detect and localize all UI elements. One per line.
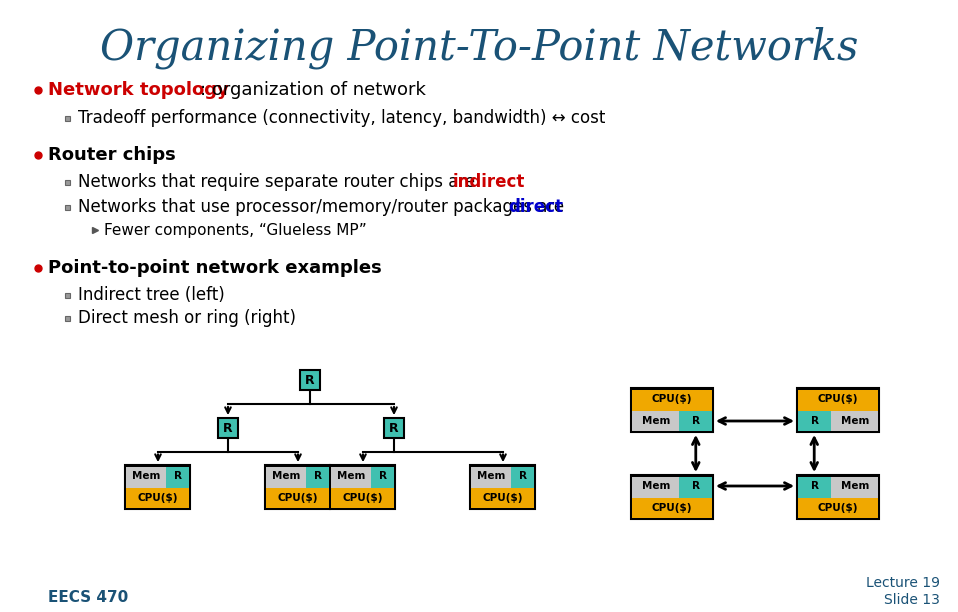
Bar (265, 465, 331, 509)
Bar (832, 411, 878, 431)
Text: R: R (223, 422, 233, 435)
Bar (632, 477, 678, 498)
Text: Indirect tree (left): Indirect tree (left) (78, 286, 225, 304)
Text: R: R (174, 471, 182, 481)
Text: Networks that use processor/memory/router packages are: Networks that use processor/memory/route… (78, 198, 569, 216)
Text: Organizing Point-To-Point Networks: Organizing Point-To-Point Networks (100, 27, 858, 69)
Bar (798, 477, 832, 498)
Text: CPU($): CPU($) (651, 394, 693, 404)
Bar (266, 467, 306, 488)
Text: Tradeoff performance (connectivity, latency, bandwidth) ↔ cost: Tradeoff performance (connectivity, late… (78, 109, 605, 127)
Bar (471, 488, 535, 508)
Text: Networks that require separate router chips are: Networks that require separate router ch… (78, 173, 480, 191)
Bar (331, 467, 371, 488)
Bar (125, 465, 191, 509)
Text: Mem: Mem (642, 416, 670, 426)
Text: R: R (379, 471, 387, 481)
Bar (65, 204, 71, 209)
Bar (331, 465, 396, 509)
Text: CPU($): CPU($) (278, 493, 318, 503)
Bar (631, 475, 713, 519)
Text: direct: direct (508, 198, 563, 216)
Bar (331, 488, 395, 508)
Text: R: R (692, 481, 699, 491)
Text: : organization of network: : organization of network (200, 81, 426, 99)
Text: Mem: Mem (841, 481, 870, 491)
Bar (266, 488, 330, 508)
Text: CPU($): CPU($) (343, 493, 383, 503)
Bar (797, 388, 879, 432)
Text: Lecture 19: Lecture 19 (866, 576, 940, 590)
Text: EECS 470: EECS 470 (48, 589, 128, 605)
Text: Mem: Mem (477, 471, 506, 481)
Text: R: R (519, 471, 527, 481)
Bar (471, 467, 511, 488)
Bar (798, 390, 878, 411)
Bar (632, 411, 678, 431)
Bar (65, 293, 71, 297)
Bar (678, 477, 712, 498)
Text: Point-to-point network examples: Point-to-point network examples (48, 259, 381, 277)
Bar (166, 467, 190, 488)
Bar (470, 465, 536, 509)
Bar (631, 388, 713, 432)
Bar (384, 418, 404, 438)
Bar (632, 498, 712, 518)
Bar (632, 390, 712, 411)
Text: Network topology: Network topology (48, 81, 229, 99)
Text: Mem: Mem (132, 471, 161, 481)
Bar (126, 488, 190, 508)
Bar (65, 179, 71, 184)
Text: R: R (314, 471, 322, 481)
Text: Direct mesh or ring (right): Direct mesh or ring (right) (78, 309, 296, 327)
Text: Slide 13: Slide 13 (884, 593, 940, 607)
Text: CPU($): CPU($) (818, 394, 858, 404)
Bar (65, 316, 71, 321)
Bar (300, 370, 320, 390)
Text: CPU($): CPU($) (818, 503, 858, 513)
Text: R: R (811, 416, 819, 426)
Text: indirect: indirect (453, 173, 525, 191)
Text: R: R (692, 416, 699, 426)
Text: R: R (811, 481, 819, 491)
Text: Mem: Mem (642, 481, 670, 491)
Text: Mem: Mem (272, 471, 301, 481)
Text: CPU($): CPU($) (138, 493, 178, 503)
Bar (678, 411, 712, 431)
Bar (798, 498, 878, 518)
Text: R: R (306, 373, 315, 387)
Bar (798, 411, 832, 431)
Bar (797, 475, 879, 519)
Bar (126, 467, 166, 488)
Bar (218, 418, 238, 438)
Text: R: R (389, 422, 399, 435)
Bar (306, 467, 330, 488)
Text: CPU($): CPU($) (483, 493, 523, 503)
Text: Mem: Mem (841, 416, 870, 426)
Text: Router chips: Router chips (48, 146, 175, 164)
Bar (65, 116, 71, 121)
Text: Mem: Mem (337, 471, 366, 481)
Bar (832, 477, 878, 498)
Text: Fewer components, “Glueless MP”: Fewer components, “Glueless MP” (104, 223, 367, 237)
Text: CPU($): CPU($) (651, 503, 693, 513)
Bar (511, 467, 535, 488)
Bar (371, 467, 395, 488)
